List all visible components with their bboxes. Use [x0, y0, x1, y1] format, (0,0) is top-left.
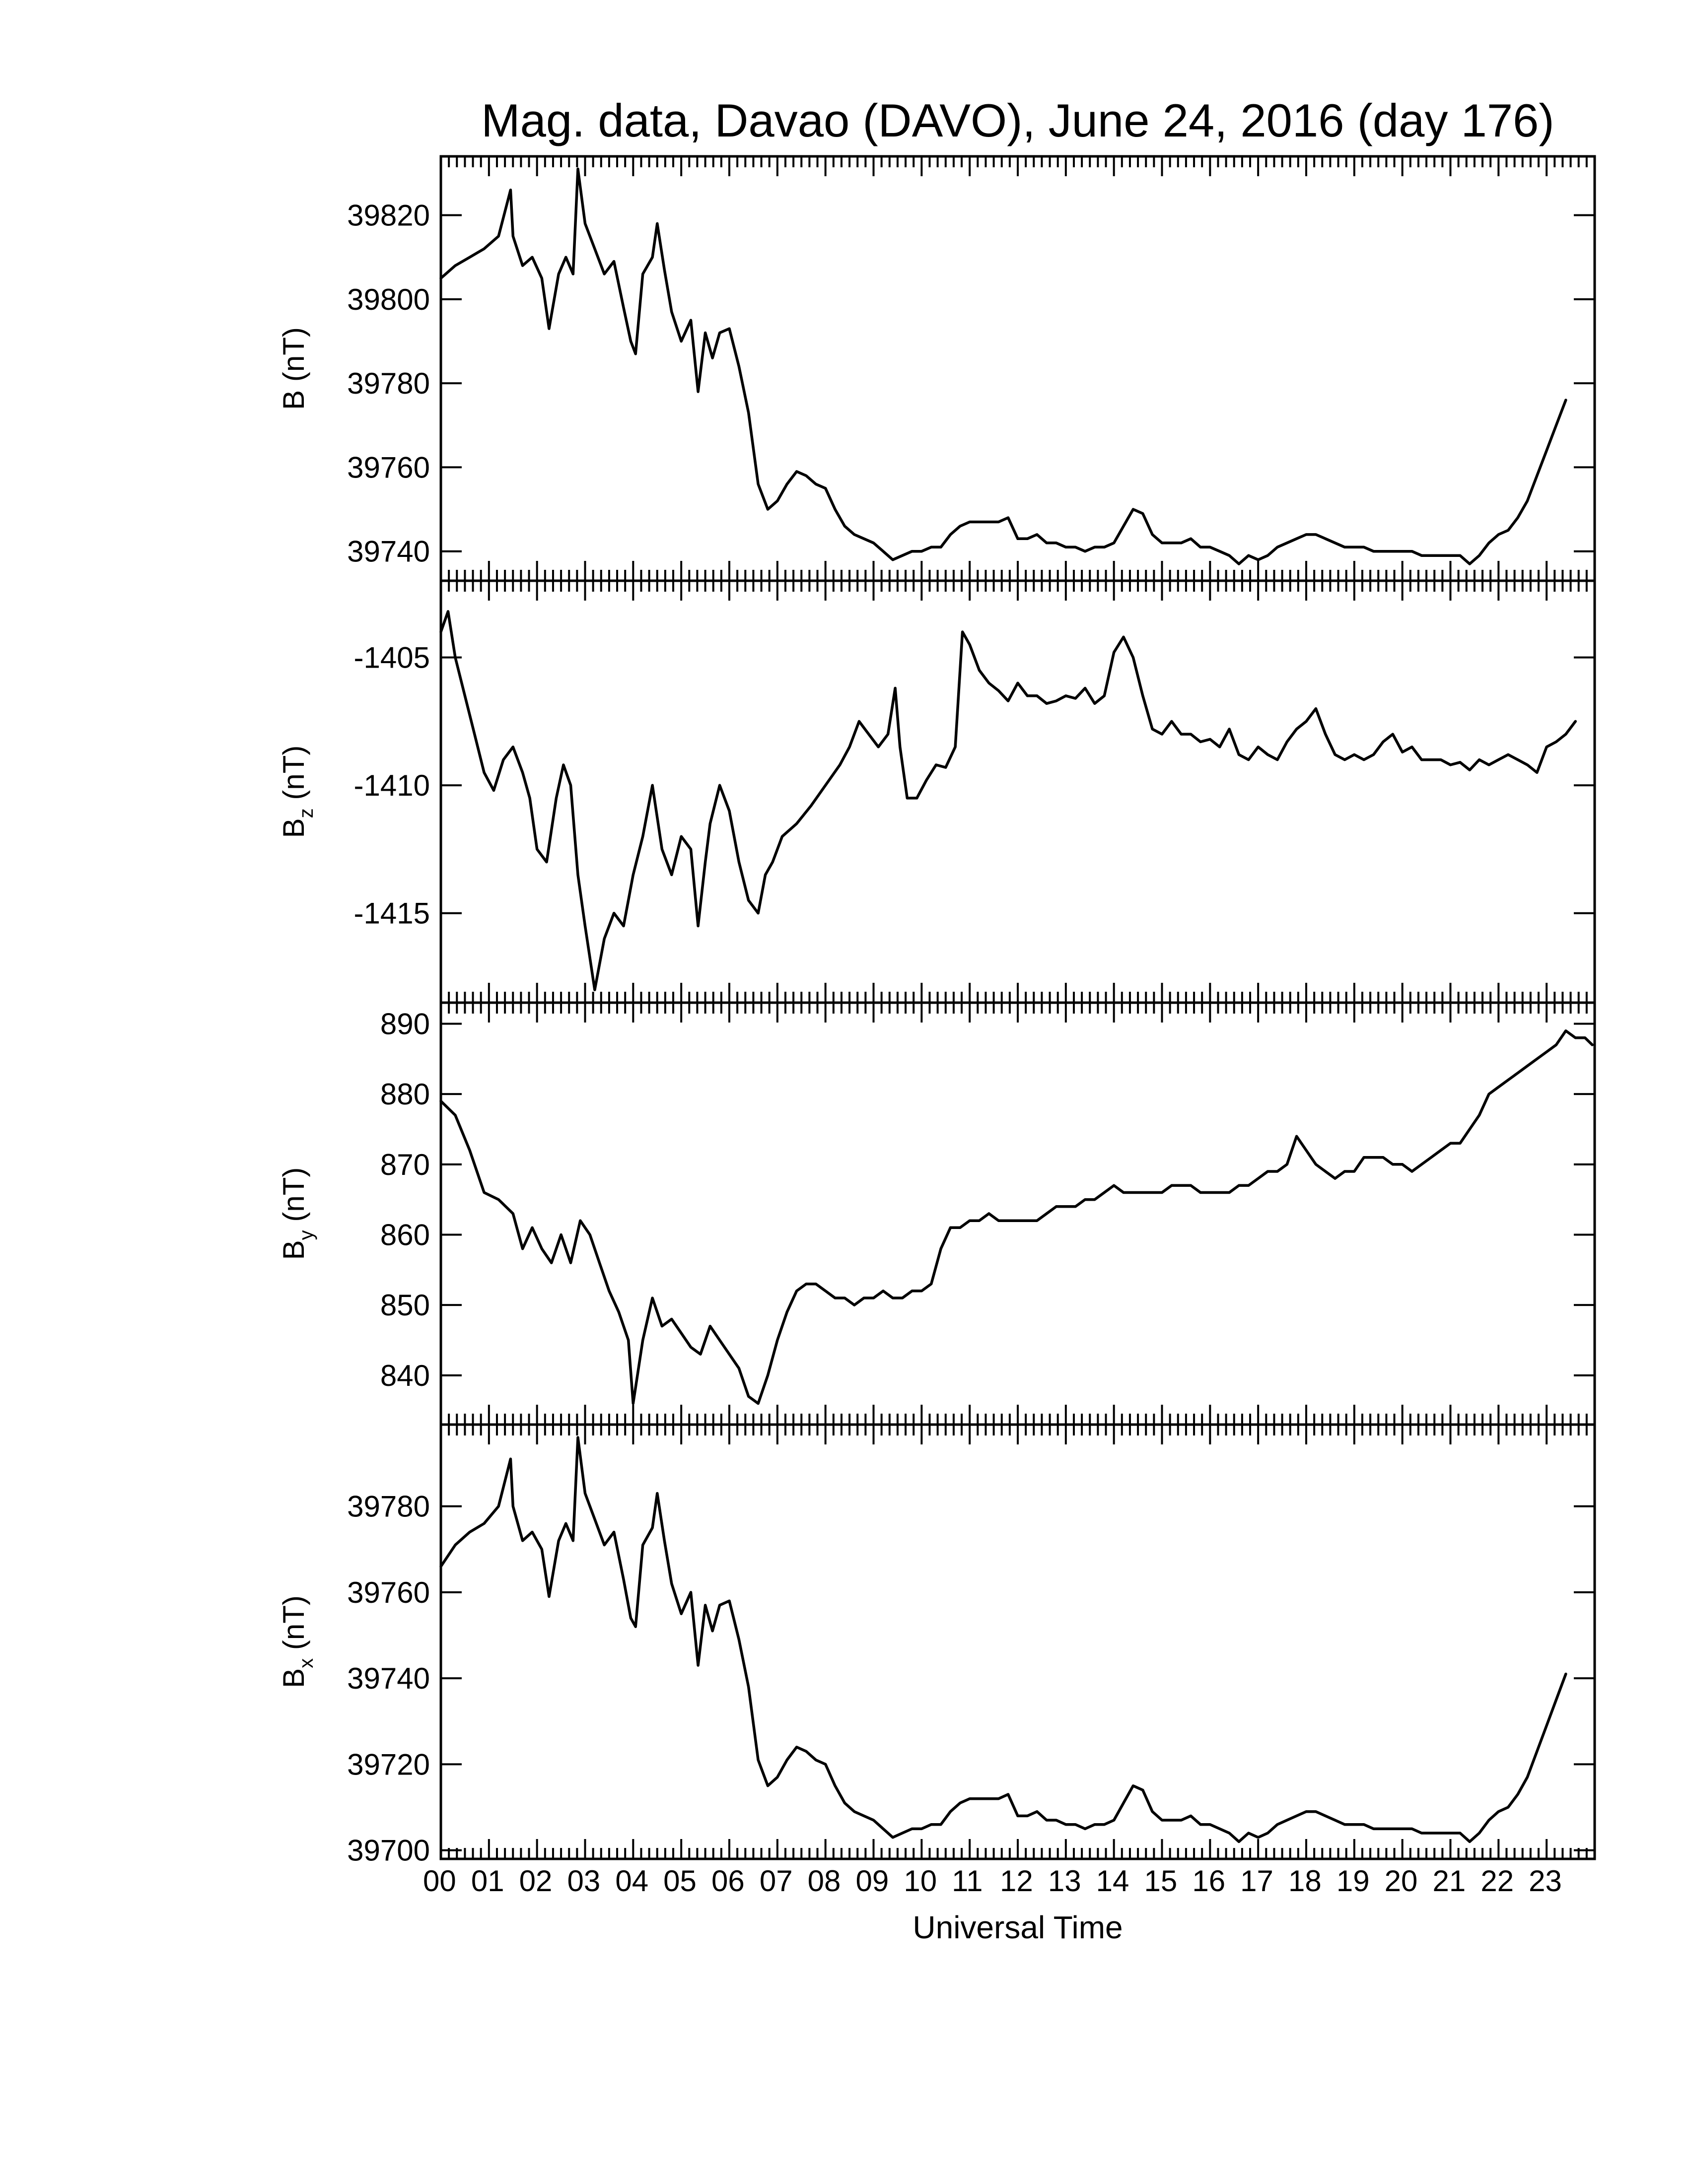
- y-label-subscript: y: [295, 1230, 317, 1240]
- y-label-unit: (nT): [277, 746, 310, 809]
- y-axis-label-By: By (nT): [277, 1167, 317, 1260]
- y-tick-label: 39720: [347, 1748, 430, 1781]
- y-tick-label: 39760: [347, 451, 430, 484]
- y-tick-label: 870: [380, 1148, 430, 1181]
- y-tick-label: -1415: [354, 897, 430, 930]
- y-tick-label: 840: [380, 1359, 430, 1392]
- y-axis-label-B: B (nT): [277, 327, 310, 410]
- x-tick-label: 18: [1288, 1864, 1322, 1898]
- x-tick-label: 12: [1000, 1864, 1033, 1898]
- y-tick-label: 880: [380, 1078, 430, 1111]
- x-tick-label: 23: [1529, 1864, 1562, 1898]
- x-tick-label: 21: [1433, 1864, 1466, 1898]
- x-tick-label: 06: [711, 1864, 745, 1898]
- x-tick-label: 17: [1240, 1864, 1273, 1898]
- x-tick-label: 20: [1385, 1864, 1418, 1898]
- series-line-Bz: [439, 610, 1577, 991]
- chart-title: Mag. data, Davao (DAVO), June 24, 2016 (…: [481, 94, 1554, 146]
- x-tick-label: 11: [952, 1864, 983, 1898]
- y-tick-label: 39780: [347, 367, 430, 400]
- x-tick-label: 10: [904, 1864, 937, 1898]
- y-label-unit: (nT): [277, 1167, 310, 1230]
- x-tick-label: 05: [663, 1864, 697, 1898]
- x-tick-label: 04: [615, 1864, 648, 1898]
- y-axis-label-Bx: Bx (nT): [277, 1595, 317, 1688]
- y-label-main: B: [277, 818, 310, 838]
- panel-By: 840 850 860 870 880 890 By (nT): [277, 1001, 1596, 1426]
- x-tick-label: 16: [1192, 1864, 1225, 1898]
- x-tick-label: 22: [1480, 1864, 1514, 1898]
- y-tick-label: -1405: [354, 641, 430, 675]
- panel-frame-Bz: [439, 579, 1596, 1004]
- series-line-B: [439, 167, 1567, 565]
- y-tick-label: 890: [380, 1008, 430, 1041]
- y-tick-label: 850: [380, 1289, 430, 1322]
- y-tick-label: 39700: [347, 1834, 430, 1867]
- y-label-main: B: [277, 1668, 310, 1688]
- y-label-subscript: x: [295, 1658, 317, 1668]
- x-tick-label: 02: [519, 1864, 553, 1898]
- series-line-By: [439, 1029, 1594, 1405]
- x-axis-title: Universal Time: [913, 1910, 1123, 1945]
- y-tick-label: -1410: [354, 769, 430, 802]
- x-tick-label: 03: [567, 1864, 601, 1898]
- panel-frame-Bx: [439, 1423, 1596, 1860]
- x-tick-label: 01: [471, 1864, 504, 1898]
- x-tick-labels: 00 01 02 03 04 05 06 07 08 09 10 11 12 13 14 15 16 17 18 19…: [423, 1864, 1562, 1898]
- x-tick-label: 09: [856, 1864, 889, 1898]
- y-tick-label: 39800: [347, 283, 430, 316]
- y-tick-label: 860: [380, 1219, 430, 1252]
- x-tick-label: 14: [1096, 1864, 1129, 1898]
- y-tick-label: 39820: [347, 199, 430, 232]
- y-label-unit: (nT): [277, 1595, 310, 1658]
- y-label-main: B: [277, 390, 310, 410]
- y-tick-label: 39780: [347, 1490, 430, 1523]
- x-tick-label: 15: [1144, 1864, 1178, 1898]
- panel-Bz: -1415 -1410 -1405 Bz (nT): [277, 579, 1596, 1004]
- y-tick-label: 39740: [347, 1662, 430, 1695]
- y-tick-label: 39760: [347, 1576, 430, 1609]
- panel-Bx: 39700 39720 39740 39760 39780 Bx (nT): [277, 1423, 1596, 1867]
- y-label-unit: (nT): [277, 327, 310, 390]
- panel-B: 39740 39760 39780 39800 39820 B (nT): [277, 155, 1596, 582]
- y-tick-label: 39740: [347, 535, 430, 568]
- series-line-Bx: [439, 1436, 1567, 1843]
- x-tick-label: 07: [760, 1864, 793, 1898]
- x-tick-label: 00: [423, 1864, 456, 1898]
- x-tick-label: 13: [1048, 1864, 1081, 1898]
- x-tick-label: 08: [808, 1864, 841, 1898]
- panel-frame-B: [439, 155, 1596, 582]
- panel-frame-By: [439, 1001, 1596, 1426]
- y-label-subscript: z: [295, 808, 317, 818]
- y-axis-label-Bz: Bz (nT): [277, 746, 317, 838]
- x-tick-label: 19: [1336, 1864, 1370, 1898]
- y-label-main: B: [277, 1240, 310, 1260]
